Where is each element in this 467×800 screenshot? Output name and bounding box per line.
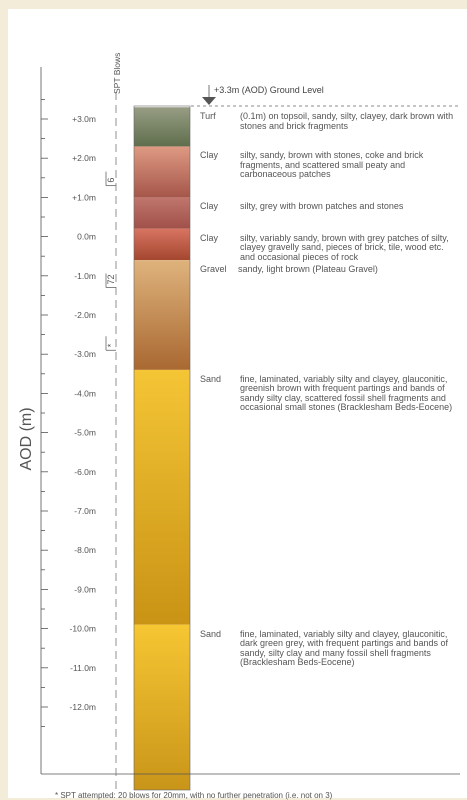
borehole-log-sheet: +3.0m +2.0m +1.0m 0.0m -1.0m -2.0m -3.0m -4.0m -… <box>8 9 467 800</box>
stratum-layer <box>134 260 190 370</box>
stratum-layer <box>134 624 190 790</box>
axis-ticks: +3.0m +2.0m +1.0m 0.0m -1.0m -2.0m -3.0m -4.0m -… <box>41 99 96 727</box>
spt-reading-value: 72 <box>106 275 116 285</box>
axis-tick-label: -11.0m <box>70 663 96 673</box>
axis-tick-label: +2.0m <box>72 153 96 163</box>
layer-name: Sand <box>200 373 222 384</box>
footnote: * SPT attempted: 20 blows for 20mm, with… <box>55 791 333 800</box>
axis-tick-label: -7.0m <box>74 506 96 516</box>
axis-tick-label: -10.0m <box>70 624 96 634</box>
axis-tick-label: -1.0m <box>74 271 96 281</box>
stratum-layer <box>134 369 190 625</box>
layer-description: silty, grey with brown patches and stone… <box>240 201 404 212</box>
layer-description: silty, sandy, brown with stones, coke an… <box>240 150 424 180</box>
axis-tick-label: -5.0m <box>74 428 96 438</box>
stratum-layer <box>134 228 190 261</box>
stratum-layer <box>134 197 190 229</box>
strata-column <box>134 107 190 790</box>
axis-title: AOD (m) <box>18 407 35 470</box>
layer-name: Clay <box>200 150 219 161</box>
axis-tick-label: 0.0m <box>77 232 96 242</box>
ground-level-arrow-icon <box>202 97 216 105</box>
axis-tick-label: -9.0m <box>74 584 96 594</box>
layer-description: silty, variably sandy, brown with grey p… <box>240 232 449 262</box>
borehole-diagram: +3.0m +2.0m +1.0m 0.0m -1.0m -2.0m -3.0m -4.0m -… <box>18 53 460 791</box>
spt-reading-value: 6 <box>106 178 116 183</box>
stratum-layer <box>134 107 190 147</box>
layer-name: Clay <box>200 232 219 243</box>
column-outline <box>133 105 191 791</box>
axis-tick-label: -3.0m <box>74 349 96 359</box>
spt-reading-value: * <box>106 343 116 347</box>
layer-name: Clay <box>200 201 219 212</box>
axis-tick-label: -2.0m <box>74 310 96 320</box>
layer-name: Turf <box>200 111 216 122</box>
layer-description: sandy, light brown (Plateau Gravel) <box>238 264 378 275</box>
spt-title: SPT Blows <box>112 53 122 94</box>
layer-description: (0.1m) on topsoil, sandy, silty, clayey,… <box>240 111 454 131</box>
layer-description: fine, laminated, variably silty and clay… <box>240 628 448 668</box>
axis-tick-label: +3.0m <box>72 114 96 124</box>
axis-tick-label: -8.0m <box>74 545 96 555</box>
axis-tick-label: -4.0m <box>74 388 96 398</box>
axis-tick-label: -12.0m <box>70 702 96 712</box>
axis-tick-label: -6.0m <box>74 467 96 477</box>
spt-readings: 6 72 * <box>105 171 116 351</box>
layer-description: fine, laminated, variably silty and clay… <box>240 373 453 413</box>
ground-level-label: +3.3m (AOD) Ground Level <box>214 85 324 95</box>
layer-name: Gravel <box>200 264 227 275</box>
stratum-layer <box>134 146 190 198</box>
axis-tick-label: +1.0m <box>72 192 96 202</box>
layer-name: Sand <box>200 628 222 639</box>
